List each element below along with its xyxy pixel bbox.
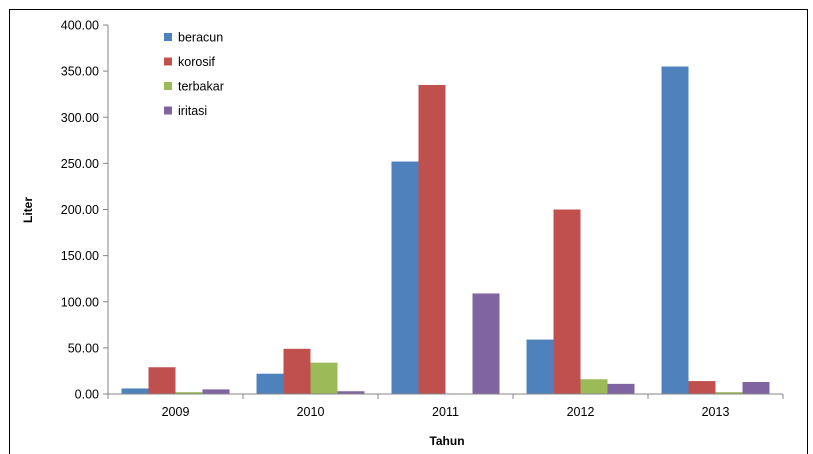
bar-korosif-2011: [418, 84, 446, 395]
x-tick-label: 2010: [297, 405, 325, 419]
legend-label-terbakar: terbakar: [178, 80, 224, 94]
y-tick-label: 250.00: [61, 157, 99, 171]
x-axis-tick-labels: 2009 2010 2011 2012 2013: [162, 405, 730, 419]
x-tick-label: 2012: [567, 405, 595, 419]
y-tick-label: 0.00: [75, 388, 99, 402]
legend-swatch-terbakar: [164, 82, 172, 90]
y-tick-label: 300.00: [61, 111, 99, 125]
y-tick-label: 50.00: [68, 341, 99, 355]
y-tick-label: 150.00: [61, 249, 99, 263]
bar-beracun-2010: [256, 373, 284, 394]
bar-iritasi-2010: [337, 391, 365, 394]
bar-iritasi-2011: [472, 293, 500, 394]
x-tick-label: 2011: [432, 405, 459, 419]
y-tick-label: 100.00: [61, 295, 99, 309]
bar-beracun-2011: [391, 161, 419, 394]
bar-terbakar-2013: [715, 392, 743, 394]
x-tick-label: 2013: [702, 405, 730, 419]
legend: beracun korosif terbakar iritasi: [164, 31, 224, 118]
y-axis-title: Liter: [21, 197, 35, 223]
legend-label-beracun: beracun: [178, 31, 223, 45]
y-tick-label: 200.00: [61, 203, 99, 217]
bar-beracun-2009: [121, 388, 149, 394]
x-tick-label: 2009: [162, 405, 190, 419]
bar-korosif-2012: [553, 209, 581, 394]
legend-swatch-beracun: [164, 33, 172, 41]
chart-frame: [9, 9, 808, 454]
bar-korosif-2009: [148, 367, 176, 394]
bar-terbakar-2012: [580, 379, 608, 394]
bar-terbakar-2009: [175, 392, 203, 394]
bar-iritasi-2009: [202, 389, 230, 394]
bar-korosif-2013: [688, 381, 716, 394]
legend-swatch-korosif: [164, 57, 172, 66]
bar-terbakar-2010: [310, 362, 338, 394]
x-axis-title: Tahun: [429, 434, 464, 448]
axes: [103, 24, 784, 399]
legend-label-iritasi: iritasi: [178, 104, 207, 118]
bar-iritasi-2012: [607, 383, 635, 394]
bar-iritasi-2013: [742, 382, 770, 394]
legend-label-korosif: korosif: [178, 55, 215, 69]
bar-beracun-2012: [526, 339, 554, 394]
bars: [121, 66, 770, 395]
y-axis-tick-labels: 0.00 50.00 100.00 150.00 200.00 250.00 300.00 3…: [61, 19, 99, 402]
bar-beracun-2013: [661, 66, 689, 394]
legend-swatch-iritasi: [164, 106, 172, 115]
y-tick-label: 350.00: [61, 65, 99, 79]
bar-korosif-2010: [283, 348, 311, 394]
y-tick-label: 400.00: [61, 19, 99, 33]
